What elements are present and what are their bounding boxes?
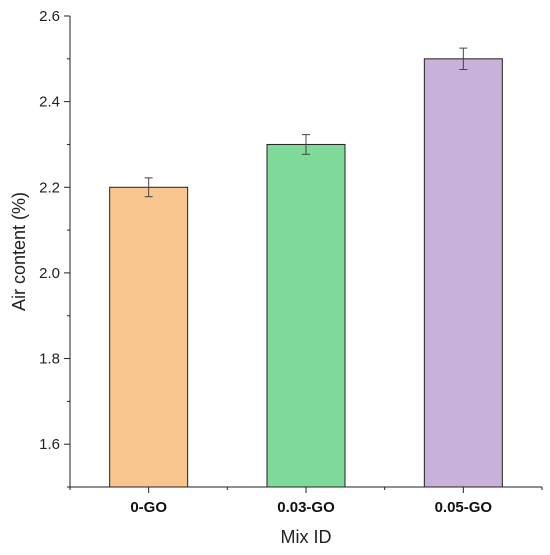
y-tick-label: 2.2 <box>39 179 60 196</box>
y-tick-label: 2.4 <box>39 94 60 111</box>
y-axis-title: Air content (%) <box>9 192 29 311</box>
x-axis-title: Mix ID <box>281 527 332 547</box>
y-tick-label: 1.6 <box>39 436 60 453</box>
x-ticks-group: 0-GO 0.03-GO 0.05-GO <box>69 487 543 516</box>
x-tick-label: 0.03-GO <box>277 499 335 516</box>
x-tick-label: 0.05-GO <box>435 499 493 516</box>
y-tick-label: 2.0 <box>39 265 60 282</box>
error-bars-group <box>144 47 468 198</box>
y-tick-label: 2.6 <box>39 8 60 25</box>
y-ticks-group: 1.6 1.8 2.0 2.2 2.4 2.6 <box>39 8 70 488</box>
bars-group <box>109 58 503 488</box>
bar-0-GO <box>109 186 189 488</box>
x-tick-label: 0-GO <box>130 499 167 516</box>
bar-0.03-GO <box>266 143 346 488</box>
y-tick-label: 1.8 <box>39 351 60 368</box>
bar-0.05-GO <box>423 58 503 488</box>
